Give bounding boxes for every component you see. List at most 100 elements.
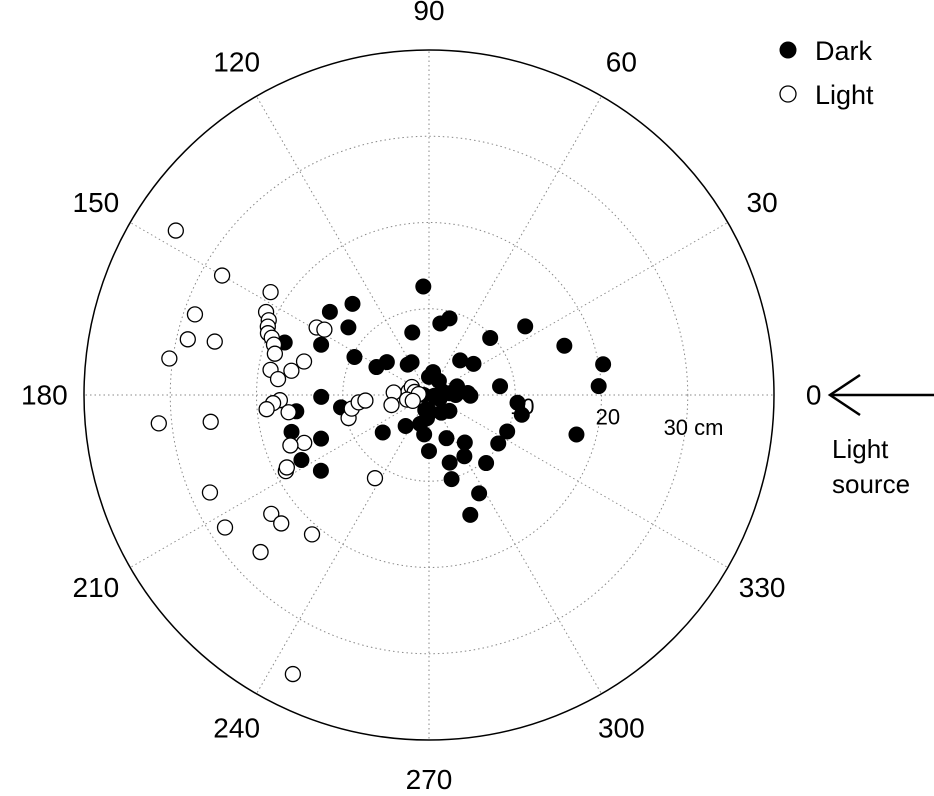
dark-point bbox=[452, 352, 469, 369]
light-point bbox=[252, 543, 269, 561]
grid-spoke-60 bbox=[428, 95, 602, 396]
dark-point bbox=[456, 448, 473, 465]
radial-tick-30: 30 cm bbox=[664, 415, 724, 440]
light-point bbox=[295, 353, 313, 370]
light-point bbox=[296, 434, 313, 452]
light-point bbox=[383, 396, 400, 414]
light-point bbox=[263, 505, 280, 523]
light-point bbox=[303, 526, 321, 543]
dark-point bbox=[312, 462, 329, 479]
dark-point bbox=[346, 349, 363, 366]
dark-point bbox=[482, 329, 499, 346]
grid-spoke-300 bbox=[428, 394, 602, 695]
dark-point bbox=[595, 356, 612, 373]
dark-point bbox=[374, 424, 391, 441]
light-source-annotation: Light source bbox=[827, 373, 934, 499]
light-point bbox=[357, 392, 374, 409]
dark-point bbox=[313, 388, 330, 405]
dark-point bbox=[344, 295, 361, 312]
light-point bbox=[161, 350, 178, 367]
dark-point bbox=[404, 324, 421, 341]
angle-tick-90: 90 bbox=[413, 0, 444, 26]
outer-circle bbox=[83, 49, 775, 741]
light-point bbox=[316, 321, 333, 338]
light-point bbox=[366, 470, 384, 487]
dark-point bbox=[313, 430, 330, 447]
light-point bbox=[186, 306, 204, 323]
dark-point bbox=[313, 336, 330, 353]
angle-tick-300: 300 bbox=[598, 713, 645, 744]
light-source-arrow-head bbox=[827, 373, 861, 417]
dark-point bbox=[465, 355, 482, 372]
light-point bbox=[266, 345, 284, 362]
light-point bbox=[258, 401, 275, 418]
light-point bbox=[284, 665, 302, 683]
angle-tick-210: 210 bbox=[73, 572, 120, 603]
angle-tick-270: 270 bbox=[406, 764, 453, 795]
light-point bbox=[202, 413, 219, 430]
light-point bbox=[216, 519, 234, 536]
dark-point bbox=[340, 319, 357, 336]
polar-grid bbox=[83, 49, 775, 741]
light-point bbox=[269, 370, 287, 388]
grid-spoke-240 bbox=[256, 394, 430, 695]
dark-point bbox=[456, 434, 473, 451]
dark-point bbox=[490, 435, 507, 452]
grid-spoke-330 bbox=[428, 394, 729, 568]
dark-point bbox=[471, 485, 488, 502]
light-source-label-line1: Light bbox=[832, 434, 889, 464]
light-point bbox=[278, 459, 295, 476]
dark-point bbox=[378, 354, 395, 371]
dark-point bbox=[399, 356, 416, 373]
angle-tick-120: 120 bbox=[213, 46, 260, 77]
dark-point bbox=[441, 310, 458, 327]
grid-spoke-120 bbox=[256, 95, 430, 396]
dark-point bbox=[568, 426, 585, 443]
grid-ring-3 bbox=[169, 135, 689, 655]
dark-point bbox=[433, 404, 450, 421]
dark-point bbox=[415, 278, 432, 295]
angle-tick-240: 240 bbox=[213, 713, 260, 744]
light-point bbox=[282, 437, 299, 454]
dark-point bbox=[499, 423, 516, 440]
dark-point bbox=[478, 455, 495, 472]
dark-point bbox=[556, 337, 573, 354]
angle-tick-330: 330 bbox=[739, 572, 786, 603]
legend-dark-label: Dark bbox=[815, 36, 873, 66]
dark-point bbox=[417, 402, 434, 419]
grid-spoke-210 bbox=[129, 394, 430, 568]
light-point bbox=[150, 415, 167, 432]
dark-point bbox=[462, 506, 479, 523]
grid-spoke-30 bbox=[428, 222, 729, 396]
legend: Dark Light bbox=[779, 36, 874, 110]
legend-light-marker bbox=[779, 85, 797, 103]
light-point bbox=[262, 283, 279, 301]
light-point bbox=[201, 484, 219, 501]
angle-tick-150: 150 bbox=[73, 187, 120, 218]
angle-tick-labels: 0 30 60 90 120 150 180 210 240 270 300 330 bbox=[21, 0, 821, 795]
radial-tick-20: 20 bbox=[596, 404, 620, 429]
light-point bbox=[179, 331, 196, 348]
dark-point bbox=[321, 303, 338, 320]
dark-point bbox=[517, 318, 534, 335]
light-point bbox=[283, 362, 300, 379]
light-point bbox=[213, 267, 231, 284]
light-point bbox=[206, 333, 223, 350]
light-point bbox=[280, 404, 297, 421]
legend-dark-marker bbox=[779, 41, 797, 59]
light-point bbox=[273, 515, 290, 532]
dark-point bbox=[590, 378, 607, 395]
dark-point bbox=[421, 443, 437, 460]
light-point bbox=[167, 222, 184, 239]
dark-point bbox=[441, 454, 458, 471]
angle-tick-180: 180 bbox=[21, 380, 68, 411]
data-points bbox=[150, 222, 612, 683]
angle-tick-60: 60 bbox=[606, 46, 637, 77]
dark-point bbox=[438, 430, 455, 447]
radial-tick-labels: 102030 cm bbox=[510, 394, 723, 440]
legend-light-label: Light bbox=[815, 80, 874, 110]
light-source-label-line2: source bbox=[832, 469, 910, 499]
dark-point bbox=[513, 406, 530, 423]
angle-tick-0: 0 bbox=[806, 380, 822, 411]
